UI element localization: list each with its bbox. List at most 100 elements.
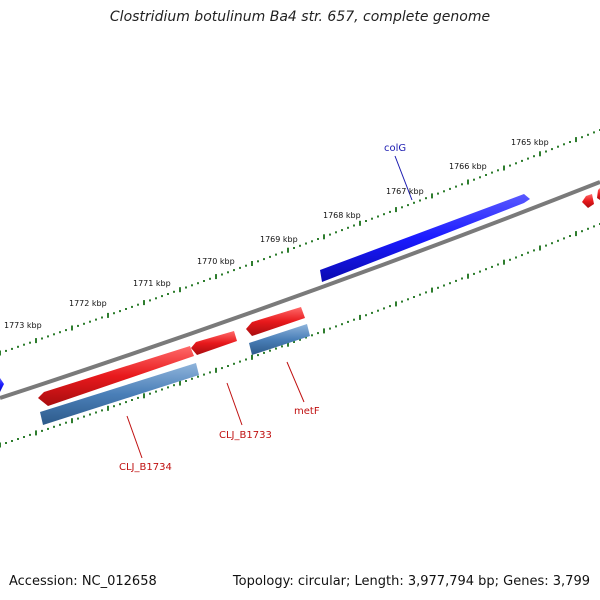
inner-ring-minor-tick bbox=[5, 442, 7, 444]
outer-ring-minor-tick bbox=[527, 157, 529, 160]
outer-ring-major-tick bbox=[143, 300, 145, 306]
gene-label-CLJ_B1733: CLJ_B1733 bbox=[219, 430, 272, 441]
inner-ring-minor-tick bbox=[185, 380, 187, 382]
inner-ring-minor-tick bbox=[479, 270, 481, 273]
inner-ring-minor-tick bbox=[83, 415, 85, 418]
tick-label-1768: 1768 kbp bbox=[323, 211, 361, 220]
inner-ring-minor-tick bbox=[317, 332, 319, 335]
outer-ring-minor-tick bbox=[335, 231, 337, 234]
gene-colG[interactable] bbox=[320, 194, 530, 282]
inner-ring-minor-tick bbox=[155, 390, 157, 393]
gene-forward-fragment[interactable] bbox=[0, 378, 4, 392]
outer-ring-minor-tick bbox=[515, 162, 517, 165]
outer-ring-minor-tick bbox=[419, 199, 421, 202]
inner-ring-minor-tick bbox=[269, 349, 271, 352]
outer-ring-minor-tick bbox=[545, 150, 547, 153]
outer-ring-major-tick bbox=[503, 165, 505, 171]
outer-ring-minor-tick bbox=[425, 197, 427, 200]
inner-ring-minor-tick bbox=[533, 249, 535, 252]
inner-ring-major-tick bbox=[35, 430, 37, 436]
inner-ring-major-tick bbox=[71, 418, 73, 424]
outer-ring-minor-tick bbox=[473, 178, 475, 181]
inner-ring-minor-tick bbox=[245, 358, 247, 361]
inner-ring-minor-tick bbox=[569, 235, 571, 237]
inner-ring-minor-tick bbox=[119, 403, 121, 406]
tick-label-1770: 1770 kbp bbox=[197, 257, 235, 266]
outer-ring-major-tick bbox=[539, 151, 541, 157]
outer-ring-minor-tick bbox=[311, 240, 313, 243]
outer-ring-minor-tick bbox=[437, 192, 439, 195]
inner-ring-major-tick bbox=[107, 405, 109, 411]
outer-ring-major-tick bbox=[179, 287, 181, 293]
outer-ring-minor-tick bbox=[149, 299, 151, 302]
outer-ring-major-tick bbox=[395, 207, 397, 213]
inner-ring-minor-tick bbox=[515, 256, 517, 259]
outer-ring-minor-tick bbox=[401, 206, 403, 209]
outer-ring-minor-tick bbox=[185, 286, 187, 289]
outer-ring-minor-tick bbox=[383, 213, 385, 216]
inner-ring-minor-tick bbox=[329, 327, 331, 330]
outer-dotted-ring bbox=[0, 129, 600, 356]
outer-ring-minor-tick bbox=[17, 345, 19, 348]
inner-ring-minor-tick bbox=[407, 298, 409, 301]
cds-CLJ_B1734[interactable] bbox=[40, 363, 199, 425]
outer-ring-minor-tick bbox=[29, 341, 31, 344]
gene-reverse-fragment-a[interactable] bbox=[582, 194, 594, 208]
tick-label-1773: 1773 kbp bbox=[4, 321, 42, 330]
genome-backbone bbox=[0, 180, 600, 400]
inner-ring-minor-tick bbox=[581, 230, 583, 233]
outer-ring-minor-tick bbox=[275, 253, 277, 256]
inner-ring-minor-tick bbox=[161, 388, 163, 391]
outer-ring-minor-tick bbox=[167, 293, 169, 295]
inner-ring-major-tick bbox=[323, 328, 325, 334]
outer-ring-major-tick bbox=[35, 338, 37, 344]
outer-ring-minor-tick bbox=[569, 141, 571, 143]
inner-ring-minor-tick bbox=[455, 279, 457, 282]
inner-ring-minor-tick bbox=[341, 323, 343, 326]
outer-ring-minor-tick bbox=[221, 273, 223, 276]
outer-ring-minor-tick bbox=[47, 335, 49, 338]
inner-ring-minor-tick bbox=[227, 365, 229, 367]
gene-CLJ_B1733[interactable] bbox=[191, 331, 237, 355]
CLJ_B1734-label-line bbox=[126, 415, 143, 459]
outer-ring-minor-tick bbox=[491, 171, 493, 174]
gene-label-CLJ_B1734: CLJ_B1734 bbox=[119, 462, 172, 473]
outer-ring-minor-tick bbox=[203, 280, 205, 282]
inner-ring-minor-tick bbox=[191, 377, 193, 380]
inner-ring-minor-tick bbox=[131, 399, 133, 401]
inner-ring-minor-tick bbox=[149, 392, 151, 395]
inner-ring-minor-tick bbox=[311, 334, 313, 337]
tick-label-1767: 1767 kbp bbox=[386, 187, 424, 196]
inner-ring-minor-tick bbox=[53, 425, 55, 428]
outer-ring-minor-tick bbox=[155, 297, 157, 300]
inner-ring-major-tick bbox=[143, 393, 145, 399]
outer-ring-minor-tick bbox=[41, 337, 43, 340]
inner-ring-minor-tick bbox=[167, 386, 169, 389]
gene-reverse-fragment-b[interactable] bbox=[597, 188, 600, 200]
inner-ring-minor-tick bbox=[239, 360, 241, 363]
inner-ring-major-tick bbox=[503, 259, 505, 265]
gene-CLJ_B1734[interactable] bbox=[38, 346, 194, 406]
inner-ring-minor-tick bbox=[557, 239, 559, 242]
outer-ring-minor-tick bbox=[53, 333, 55, 336]
gene-metF[interactable] bbox=[246, 307, 305, 336]
outer-ring-minor-tick bbox=[563, 143, 565, 146]
outer-ring-minor-tick bbox=[263, 258, 265, 261]
inner-ring-minor-tick bbox=[305, 336, 307, 339]
outer-ring-minor-tick bbox=[101, 316, 103, 319]
inner-ring-minor-tick bbox=[59, 423, 61, 426]
cds-metF[interactable] bbox=[249, 324, 310, 355]
outer-ring-minor-tick bbox=[317, 238, 319, 240]
inner-ring-minor-tick bbox=[587, 227, 589, 230]
inner-ring-minor-tick bbox=[551, 242, 553, 245]
inner-ring-minor-tick bbox=[77, 417, 79, 420]
inner-ring-major-tick bbox=[575, 231, 577, 237]
inner-ring-minor-tick bbox=[377, 309, 379, 312]
inner-ring-major-tick bbox=[359, 314, 361, 320]
inner-ring-minor-tick bbox=[47, 427, 49, 430]
outer-ring-minor-tick bbox=[551, 148, 553, 151]
outer-ring-minor-tick bbox=[353, 224, 355, 227]
outer-ring-major-tick bbox=[575, 137, 577, 143]
tick-label-1772: 1772 kbp bbox=[69, 299, 107, 308]
